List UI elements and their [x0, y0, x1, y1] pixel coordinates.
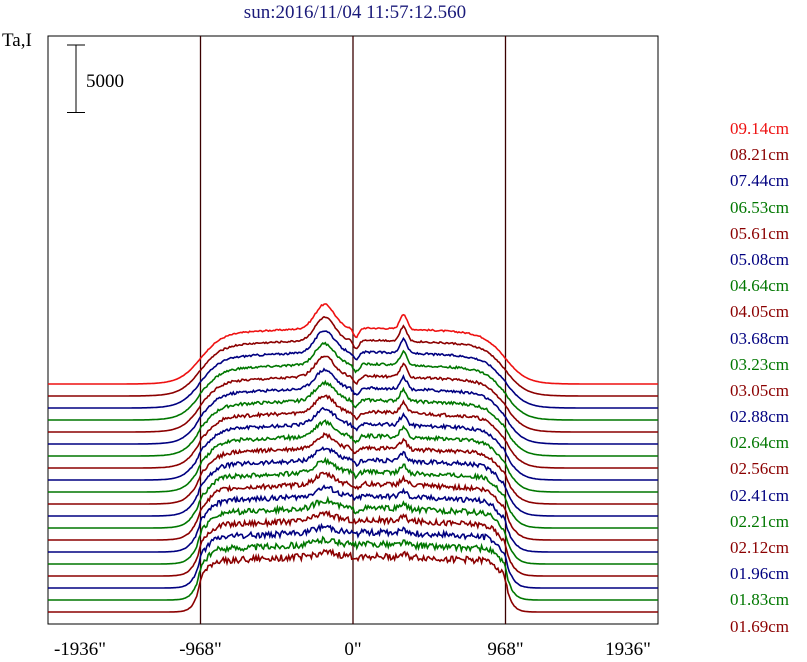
series-line-06.53cm	[48, 341, 658, 421]
legend-item: 04.64cm	[730, 276, 790, 296]
legend-item: 02.41cm	[730, 485, 790, 505]
series-line-02.88cm	[48, 446, 658, 517]
x-tick-label: 968"	[487, 639, 523, 660]
x-tick-labels: -1936" -968" 0" 968" 1936"	[54, 639, 651, 660]
legend-item: 01.69cm	[730, 616, 790, 636]
legend-item: 02.64cm	[730, 433, 790, 453]
y-axis-label: Ta,I	[2, 30, 32, 51]
series-line-01.83cm	[48, 535, 658, 601]
chart-title: sun:2016/11/04 11:57:12.560	[243, 2, 467, 23]
series-line-05.08cm	[48, 367, 658, 445]
legend-item: 03.23cm	[730, 354, 790, 374]
x-tick-label: 1936"	[605, 639, 651, 660]
scale-bar-label: 5000	[86, 71, 124, 92]
series-line-08.21cm	[48, 315, 658, 397]
legend-item: 03.05cm	[730, 380, 790, 400]
legend-item: 04.05cm	[730, 302, 790, 322]
series-line-01.69cm	[48, 547, 658, 613]
legend-item: 09.14cm	[730, 119, 790, 138]
series-line-03.68cm	[48, 406, 658, 481]
series-line-09.14cm	[48, 303, 658, 385]
legend-item: 03.68cm	[730, 328, 790, 348]
legend-item: 06.53cm	[730, 197, 790, 217]
series-line-02.64cm	[48, 456, 658, 529]
legend-item: 02.56cm	[730, 459, 790, 479]
legend-item: 07.44cm	[730, 171, 790, 191]
legend: 09.14cm 08.21cm 07.44cm 06.53cm 05.61cm 05.08…	[730, 116, 789, 640]
legend-item: 08.21cm	[730, 145, 790, 165]
series-line-01.96cm	[48, 522, 658, 589]
legend-item: 02.21cm	[730, 511, 790, 531]
legend-item: 01.96cm	[730, 564, 790, 584]
legend-item: 01.83cm	[730, 590, 790, 610]
series-line-07.44cm	[48, 330, 658, 409]
series-line-03.23cm	[48, 419, 658, 493]
legend-item: 05.08cm	[730, 249, 790, 269]
x-tick-label: -968"	[179, 639, 222, 660]
legend-item: 05.61cm	[730, 223, 790, 243]
series-line-02.21cm	[48, 495, 658, 565]
series-curves	[48, 303, 658, 613]
series-line-02.41cm	[48, 484, 658, 553]
series-line-04.05cm	[48, 394, 658, 469]
legend-item: 02.88cm	[730, 407, 790, 427]
series-line-04.64cm	[48, 379, 658, 457]
legend-item: 02.12cm	[730, 538, 790, 557]
series-line-03.05cm	[48, 431, 658, 505]
vertical-reference-lines	[199, 36, 507, 624]
series-line-02.56cm	[48, 471, 658, 541]
x-tick-label: -1936"	[54, 639, 106, 660]
series-line-05.61cm	[48, 355, 658, 433]
x-tick-label: 0"	[344, 639, 361, 660]
scale-bar: 5000	[67, 44, 124, 113]
series-line-02.12cm	[48, 509, 658, 577]
